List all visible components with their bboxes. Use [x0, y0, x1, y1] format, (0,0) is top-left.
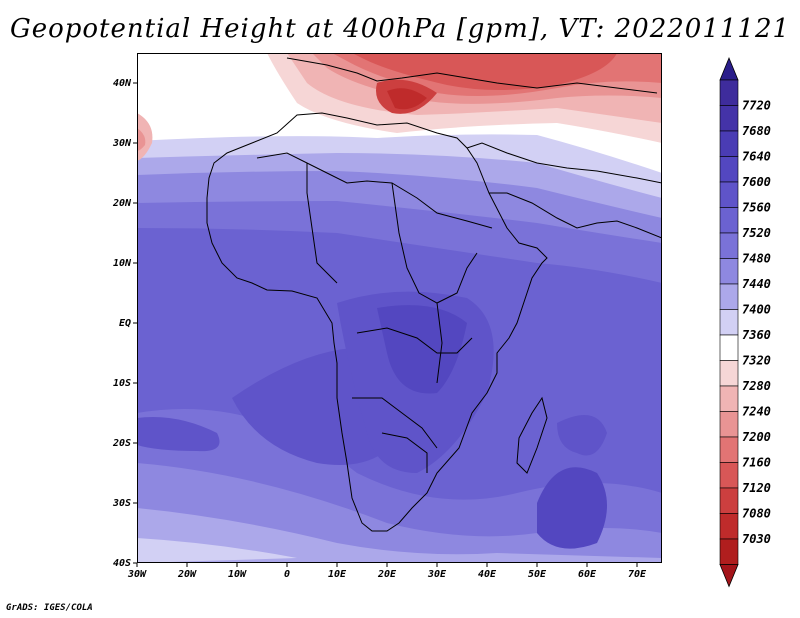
lat-tick-label: 10S — [113, 378, 131, 389]
colorbar-label: 7280 — [742, 379, 771, 393]
colorbar-box — [719, 360, 739, 387]
lon-tick-label: 30W — [127, 569, 147, 580]
map-frame — [137, 53, 662, 563]
lon-tick-label: 0 — [284, 569, 290, 580]
colorbar-box — [719, 232, 739, 259]
europe-coastline — [286, 57, 658, 94]
colorbar-box — [719, 462, 739, 489]
colorbar-label: 7720 — [742, 99, 771, 113]
colorbar: 7720 7680 7640 7600 7560 7520 7480 7440 7400 7360… — [719, 56, 771, 588]
colorbar-boxes — [719, 56, 739, 588]
south-africa-border — [381, 432, 428, 473]
colorbar-label: 7320 — [742, 354, 771, 368]
lat-tick-label: 30S — [112, 498, 131, 509]
lat-axis: 40N 30N 20N 10N EQ 10S 20S 30S 40S — [112, 78, 137, 569]
field-high-central-africa-core — [377, 305, 467, 394]
colorbar-label: 7680 — [742, 124, 771, 138]
page-title: Geopotential Height at 400hPa [gpm], VT:… — [9, 14, 791, 44]
colorbar-label: 7640 — [742, 150, 771, 164]
colorbar-box — [719, 79, 739, 106]
africa-coastline — [206, 112, 548, 532]
lon-tick-label: 50E — [528, 569, 547, 580]
colorbar-label: 7200 — [742, 430, 771, 444]
colorbar-arrow-bottom — [719, 564, 739, 588]
coastlines — [206, 57, 662, 532]
field-high-indian-ocean-north — [557, 415, 607, 456]
colorbar-box — [719, 258, 739, 285]
colorbar-box — [719, 513, 739, 540]
lon-tick-label: 40E — [478, 569, 497, 580]
colorbar-box — [719, 487, 739, 514]
colorbar-label: 7160 — [742, 456, 771, 470]
arabia-south-coast — [489, 192, 662, 239]
colorbar-label: 7030 — [742, 532, 771, 546]
lon-tick-label: 20E — [377, 569, 397, 580]
colorbar-box — [719, 130, 739, 157]
lon-tick-label: 60E — [578, 569, 597, 580]
colorbar-box — [719, 538, 739, 565]
lat-tick-label: 40S — [113, 558, 131, 569]
field-high-west-atlantic — [137, 417, 220, 452]
congo-border — [356, 327, 473, 354]
map-panel: 30W 20W 10W 0 10E 20E 30E 40E 50E 60E 70E 40N 30N 20… — [112, 53, 662, 580]
lon-axis: 30W 20W 10W 0 10E 20E 30E 40E 50E 60E 70E — [127, 563, 647, 580]
central-border — [391, 182, 478, 304]
colorbar-label: 7560 — [742, 201, 771, 215]
lon-tick-label: 20W — [177, 569, 197, 580]
field-low-mediterranean-core — [387, 88, 427, 110]
colorbar-label: 7400 — [742, 303, 771, 317]
colorbar-box — [719, 105, 739, 132]
map-svg: 30W 20W 10W 0 10E 20E 30E 40E 50E 60E 70E 40N 30N 20… — [112, 53, 662, 580]
colorbar-box — [719, 207, 739, 234]
footer-credit: GrADS: IGES/COLA — [6, 603, 93, 613]
colorbar-label: 7360 — [742, 328, 771, 342]
field-band-south-4 — [137, 538, 297, 563]
lat-tick-label: EQ — [119, 318, 131, 329]
colorbar-box — [719, 283, 739, 310]
colorbar-label: 7080 — [742, 507, 771, 521]
field-high-indian-ocean — [537, 467, 607, 549]
colorbar-arrow-top — [719, 56, 739, 81]
colorbar-box — [719, 334, 739, 361]
west-africa-border — [306, 163, 338, 284]
colorbar-label: 7520 — [742, 226, 771, 240]
lat-tick-label: 30N — [112, 138, 132, 149]
colorbar-labels: 7720 7680 7640 7600 7560 7520 7480 7440 7400 7360… — [742, 99, 771, 547]
colorbar-label: 7440 — [742, 277, 771, 291]
lon-tick-label: 10E — [328, 569, 347, 580]
colorbar-label: 7480 — [742, 252, 771, 266]
lat-tick-label: 10N — [113, 258, 132, 269]
arabia-north-coast — [466, 142, 662, 184]
colorbar-box — [719, 309, 739, 336]
lat-tick-label: 20S — [112, 438, 131, 449]
rift-lakes — [436, 302, 443, 384]
sahel-border — [256, 152, 493, 229]
madagascar-coastline — [516, 396, 548, 474]
field-band-south-3 — [137, 508, 662, 563]
field-band-north-10 — [352, 53, 617, 90]
colorbar-box — [719, 436, 739, 463]
lon-tick-label: 30E — [427, 569, 447, 580]
lon-tick-label: 70E — [628, 569, 647, 580]
colorbar-box — [719, 181, 739, 208]
colorbar-label: 7600 — [742, 175, 771, 189]
colorbar-label: 7240 — [742, 405, 771, 419]
colorbar-box — [719, 156, 739, 183]
field-low-atlantic-core — [137, 128, 146, 151]
colorbar-box — [719, 411, 739, 438]
colorbar-label: 7120 — [742, 481, 771, 495]
lat-tick-label: 40N — [113, 78, 132, 89]
lon-tick-label: 10W — [228, 569, 247, 580]
lat-tick-label: 20N — [112, 198, 132, 209]
southern-border — [352, 397, 438, 449]
colorbar-box — [719, 385, 739, 412]
